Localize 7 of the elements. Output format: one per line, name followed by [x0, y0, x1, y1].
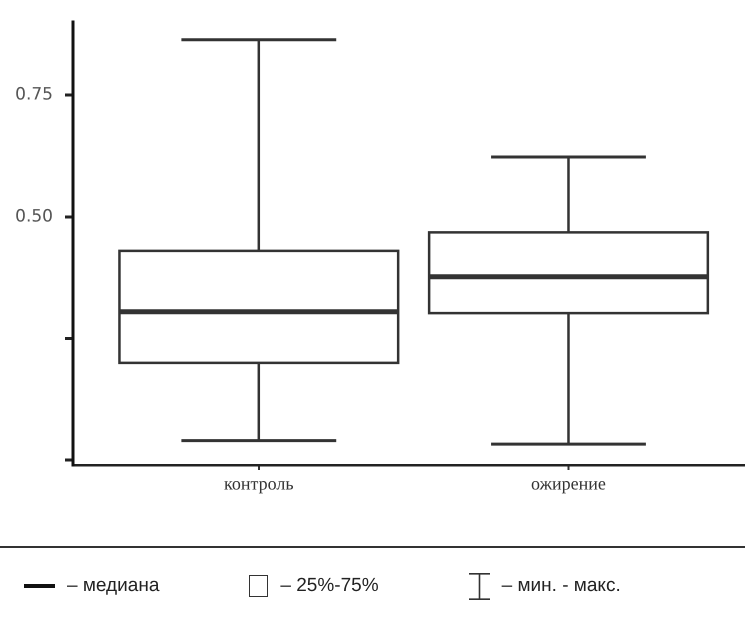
x-tick-label: контроль — [224, 474, 294, 494]
text: – медиана — [67, 575, 160, 597]
text: – мин. - макс. — [502, 575, 621, 597]
y-tick-label: 0.75 — [15, 84, 53, 105]
text: – 25%-75% — [280, 575, 379, 597]
x-tick-label: ожирение — [531, 474, 606, 494]
y-tick-label: 0.50 — [15, 206, 53, 226]
